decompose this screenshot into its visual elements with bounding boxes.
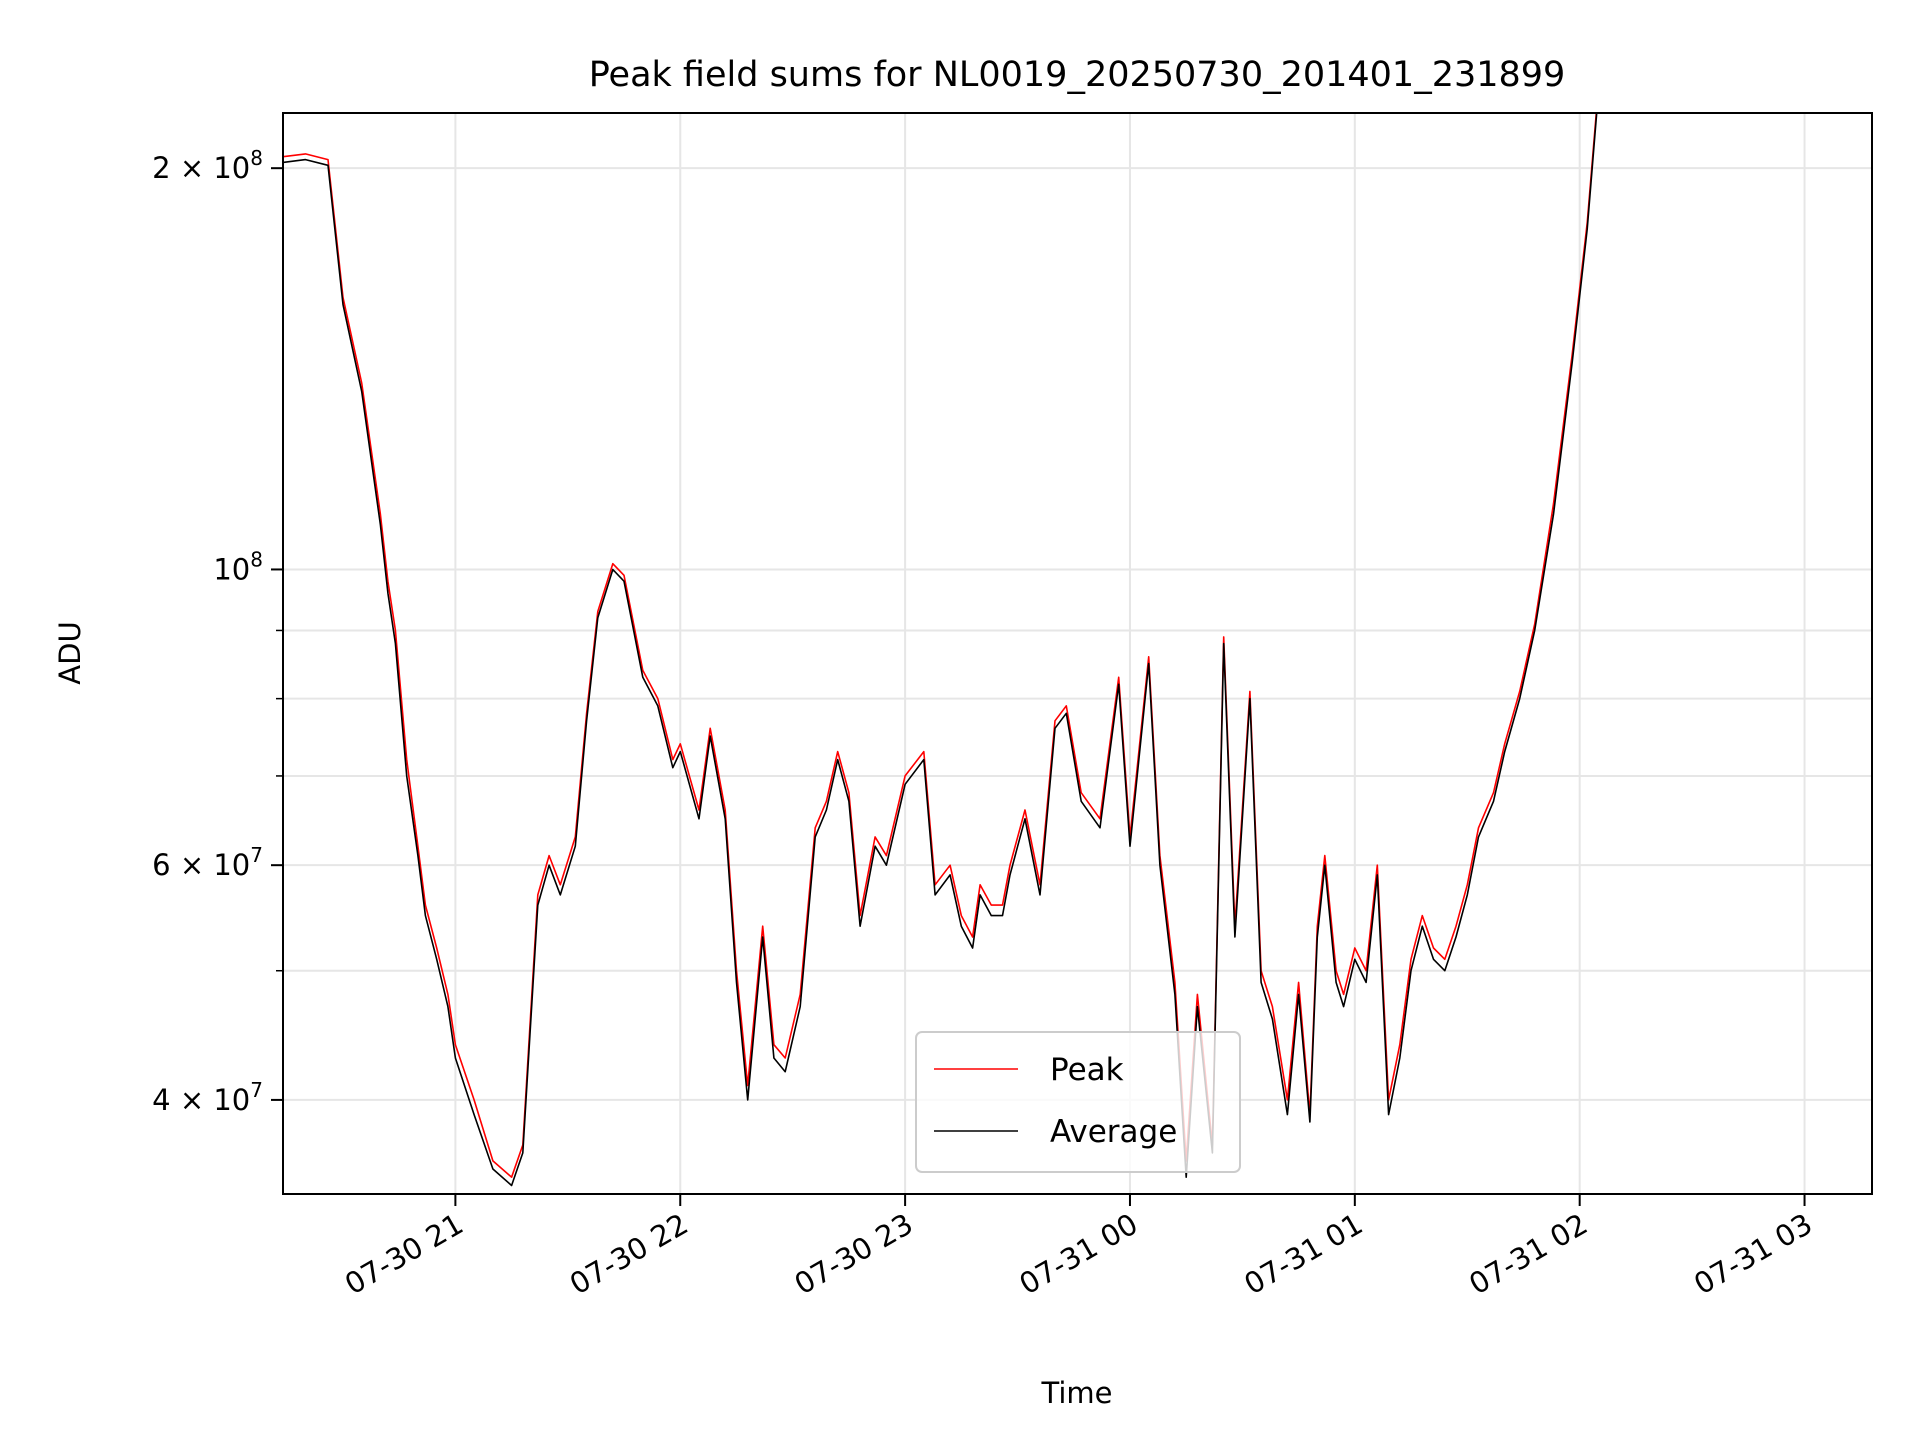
legend-label-peak: Peak	[1050, 1052, 1124, 1088]
legend-box	[915, 1031, 1241, 1173]
x-axis-label: Time	[1041, 1376, 1113, 1410]
y-tick-label-0: 2 × 108	[152, 146, 263, 185]
grid	[283, 113, 1872, 1194]
y-tick-label-2: 6 × 107	[152, 843, 263, 882]
legend: Peak Average	[915, 1031, 1241, 1173]
y-axis-ticks: 2 × 108 108 6 × 107 4 × 107	[152, 146, 283, 1117]
y-axis-label: ADU	[53, 621, 87, 684]
y-tick-label-3: 4 × 107	[152, 1078, 263, 1117]
y-tick-label-1: 108	[213, 547, 263, 586]
series-lines	[283, 113, 1598, 1187]
chart-title: Peak field sums for NL0019_20250730_2014…	[589, 55, 1566, 95]
series-line-average	[283, 113, 1598, 1187]
plot-frame	[282, 112, 1873, 1195]
legend-label-average: Average	[1050, 1114, 1177, 1150]
